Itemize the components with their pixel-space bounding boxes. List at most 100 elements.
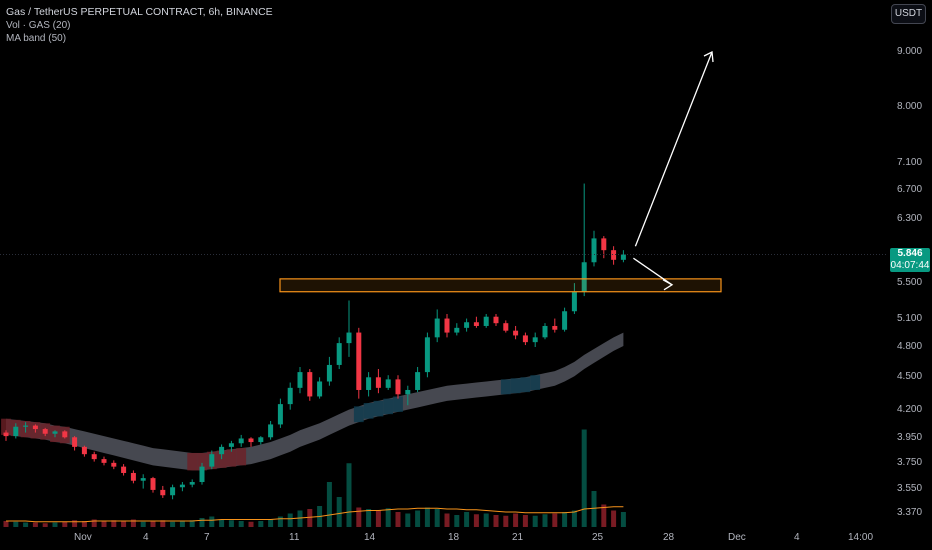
- candle-body: [42, 429, 48, 434]
- volume-bar: [297, 510, 303, 527]
- volume-bar: [150, 521, 156, 527]
- candle-body: [189, 482, 195, 485]
- candle-body: [209, 454, 215, 467]
- volume-bar: [179, 521, 185, 527]
- candle-body: [13, 426, 19, 437]
- price-tick-label: 3.550: [897, 482, 923, 494]
- candle-body: [366, 377, 372, 390]
- price-tick-label: 5.100: [897, 312, 923, 324]
- price-tick-label: 7.100: [897, 157, 923, 169]
- candle-body: [52, 431, 58, 434]
- candle-body: [503, 323, 509, 331]
- candle-body: [228, 443, 234, 447]
- price-tick-label: 3.370: [897, 507, 923, 518]
- ma-band-highlight: [236, 448, 247, 466]
- ma-band-highlight: [353, 406, 364, 423]
- price-tick-label: 6.700: [897, 184, 923, 196]
- volume-bar: [32, 522, 38, 527]
- volume-bar: [52, 522, 58, 527]
- candle-body: [591, 238, 597, 263]
- candle-body: [199, 466, 205, 483]
- volume-bar: [591, 491, 597, 527]
- price-tick-label: 4.500: [897, 371, 923, 383]
- arrow-down-line: [633, 257, 673, 286]
- price-tick-label: 3.750: [897, 456, 923, 468]
- annotations-layer: [0, 50, 888, 293]
- candle-body: [395, 379, 401, 395]
- candle-body: [297, 372, 303, 388]
- candle-body: [562, 311, 568, 330]
- candle-body: [542, 325, 548, 338]
- volume-bar: [434, 509, 440, 527]
- volume-bar: [356, 507, 362, 527]
- volume-bar: [542, 514, 548, 527]
- volume-bar: [42, 523, 48, 527]
- time-tick-label: 11: [289, 532, 300, 543]
- candle-body: [62, 431, 68, 438]
- candle-body: [552, 325, 558, 330]
- ma-band-highlight: [216, 450, 227, 468]
- volume-bar: [13, 521, 19, 527]
- ma-band-highlight: [393, 396, 403, 412]
- candle-body: [375, 377, 381, 388]
- volume-bar: [493, 515, 499, 527]
- candle-body: [317, 381, 323, 397]
- candle-body: [424, 337, 430, 373]
- symbol-title[interactable]: Gas / TetherUS PERPETUAL CONTRACT, 6h, B…: [6, 6, 273, 18]
- candle-body: [326, 364, 332, 382]
- candle-body: [170, 487, 176, 496]
- candle-body: [601, 238, 607, 251]
- volume-ma-line: [6, 506, 624, 523]
- candle-body: [23, 425, 29, 427]
- ma-band-highlight: [500, 379, 511, 395]
- volume-bar: [81, 521, 87, 527]
- candle-body: [32, 425, 38, 430]
- chart-legend: Gas / TetherUS PERPETUAL CONTRACT, 6h, B…: [6, 6, 273, 45]
- volume-bar: [130, 519, 136, 527]
- candle-body: [72, 437, 78, 447]
- candle-body: [248, 438, 254, 443]
- volume-indicator-label[interactable]: Vol · GAS (20): [6, 20, 71, 31]
- candle-body: [258, 437, 264, 443]
- candle-body: [493, 316, 499, 324]
- volume-bar: [326, 482, 332, 527]
- price-tick-label: 3.950: [897, 432, 923, 444]
- candle-body: [3, 432, 9, 437]
- candle-body: [307, 372, 313, 397]
- ma-band-highlight: [226, 449, 237, 467]
- ma-band-indicator-label[interactable]: MA band (50): [6, 33, 67, 44]
- ma-band: [6, 332, 624, 471]
- candle-body: [238, 438, 244, 444]
- candles-layer: [3, 183, 626, 500]
- price-tick-label: 4.200: [897, 403, 923, 415]
- candle-body: [513, 330, 519, 336]
- last-price-tag: 5.846 04:07:44: [890, 248, 930, 272]
- volume-bar: [395, 512, 401, 527]
- volume-bar: [170, 521, 176, 527]
- volume-bar: [277, 516, 283, 527]
- volume-bar: [454, 515, 460, 527]
- volume-layer: [3, 429, 626, 527]
- volume-bar: [209, 516, 215, 527]
- volume-bar: [464, 512, 470, 527]
- volume-bar: [336, 497, 342, 527]
- time-tick-label: Nov: [74, 532, 92, 543]
- candle-body: [444, 318, 450, 333]
- volume-bar: [307, 509, 313, 527]
- ma-band-highlight: [520, 377, 531, 393]
- time-tick-label: 4: [794, 532, 800, 543]
- volume-bar: [375, 510, 381, 527]
- volume-bar: [503, 515, 509, 527]
- candle-body: [268, 424, 274, 438]
- volume-bar: [620, 512, 626, 527]
- currency-button[interactable]: USDT: [891, 4, 926, 24]
- ma-band-highlight: [363, 403, 374, 419]
- candle-body: [581, 262, 587, 292]
- volume-bar: [405, 513, 411, 527]
- volume-bar: [248, 521, 254, 527]
- volume-bar: [424, 507, 430, 527]
- ma-band-layer: [1, 332, 624, 471]
- volume-bar: [3, 521, 9, 527]
- candle-body: [522, 335, 528, 343]
